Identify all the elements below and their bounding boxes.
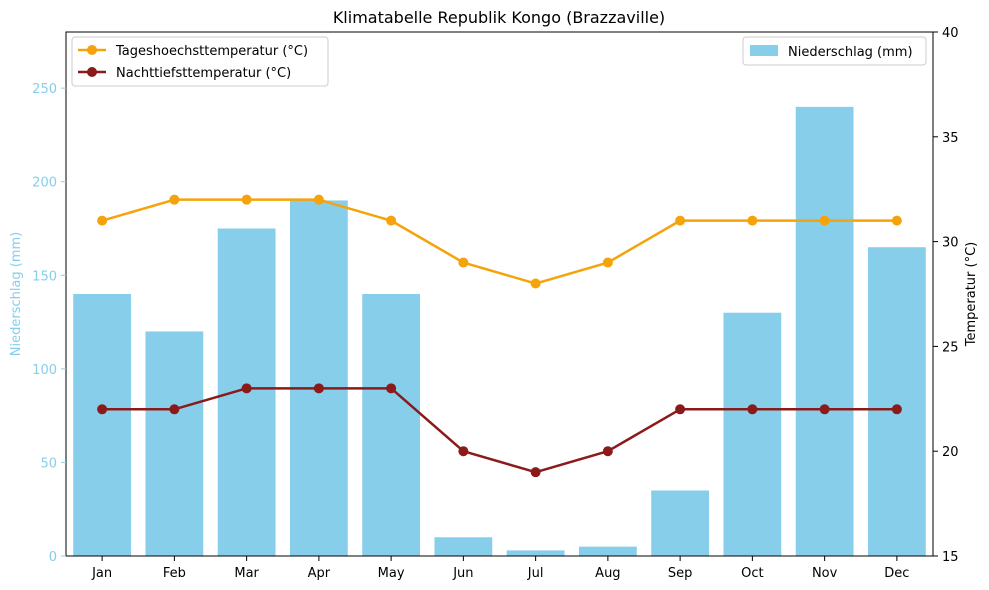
x-tick-label: Jul [527,566,544,581]
temp-point-0-feb [169,194,180,205]
precip-bar-jun [434,537,493,556]
temp-point-0-mar [241,194,252,205]
legend-marker [87,45,97,55]
temp-point-1-oct [747,404,758,415]
chart-title: Klimatabelle Republik Kongo (Brazzaville… [333,8,665,27]
temp-point-1-nov [819,404,830,415]
plot-frame [65,31,934,557]
bars-layer [73,106,926,556]
temp-point-1-feb [169,404,180,415]
temp-point-1-aug [602,446,613,457]
temp-point-1-jul [530,467,541,478]
temp-line-1 [102,387,897,474]
temp-point-1-mar [241,383,252,394]
temp-point-0-jun [458,257,469,268]
temp-point-0-nov [819,215,830,226]
temp-point-1-dec [891,404,902,415]
precip-bar-apr [289,200,348,556]
temp-point-1-sep [675,404,686,415]
temp-line-0 [101,198,897,285]
y-left-tick-label: 150 [32,269,57,284]
y-right-axis-label: Temperatur (°C) [964,242,979,348]
legend-layer: Tageshoechsttemperatur (°C) Nachttiefstte… [71,36,927,87]
legend-temperature: Tageshoechsttemperatur (°C) Nachttiefstte… [71,36,329,87]
temp-point-0-jan [97,215,108,226]
x-tick-label: Feb [163,566,186,581]
precip-bar-may [362,294,421,556]
precip-bar-nov [795,106,854,556]
y-left-tick-label: 250 [32,82,57,97]
legend-precipitation: Niederschlag (mm) [742,36,927,66]
temp-point-0-may [386,215,397,226]
temp-point-0-apr [313,194,324,205]
temp-point-1-apr [313,383,324,394]
y-left-tick-label: 200 [32,176,57,191]
x-tick-label: Jan [91,566,112,581]
legend-label: Niederschlag (mm) [788,45,913,60]
precip-bar-feb [145,331,204,556]
x-tick-label: Sep [668,566,693,581]
y-right-tick-label: 15 [942,550,959,565]
temp-point-1-may [386,383,397,394]
legend-label: Nachttiefsttemperatur (°C) [116,66,291,81]
y-left-axis-label: Niederschlag (mm) [9,232,24,357]
x-tick-label: May [378,566,405,581]
y-right-tick-label: 35 [942,131,959,146]
y-right-tick-label: 25 [942,340,959,355]
precip-bar-dec [867,247,926,556]
temp-point-0-sep [675,215,686,226]
temp-point-0-jul [530,278,541,289]
lines-layer [97,194,902,478]
precip-bar-jan [73,294,132,556]
y-right-tick-label: 40 [942,26,959,41]
axes-layer: Jan Feb Mar Apr May Jun Jul Aug Sep Oct Nov Dec 0 50 1… [9,26,979,581]
legend-label: Tageshoechsttemperatur (°C) [115,44,308,59]
legend-box [742,36,927,66]
y-left-tick-label: 100 [32,363,57,378]
precip-bar-aug [578,546,637,556]
y-right-tick-label: 20 [942,445,959,460]
x-tick-label: Aug [595,566,620,581]
temp-point-0-oct [747,215,758,226]
y-left-tick-label: 50 [40,456,57,471]
temp-point-1-jun [458,446,469,457]
x-tick-label: Oct [741,566,763,581]
temp-point-0-dec [891,215,902,226]
legend-bar-swatch [750,45,778,56]
x-tick-label: Apr [308,566,331,581]
x-tick-label: Mar [234,566,259,581]
y-left-tick-label: 0 [49,550,57,565]
precip-bar-jul [506,550,565,556]
precip-bar-oct [723,312,782,556]
legend-marker [87,67,97,77]
y-right-tick-label: 30 [942,236,959,251]
temp-point-1-jan [97,404,108,415]
precip-bar-sep [651,490,710,556]
temp-point-0-aug [602,257,613,268]
x-tick-label: Jun [452,566,473,581]
legend-box [71,36,329,87]
x-tick-label: Nov [812,566,838,581]
x-tick-label: Dec [884,566,909,581]
